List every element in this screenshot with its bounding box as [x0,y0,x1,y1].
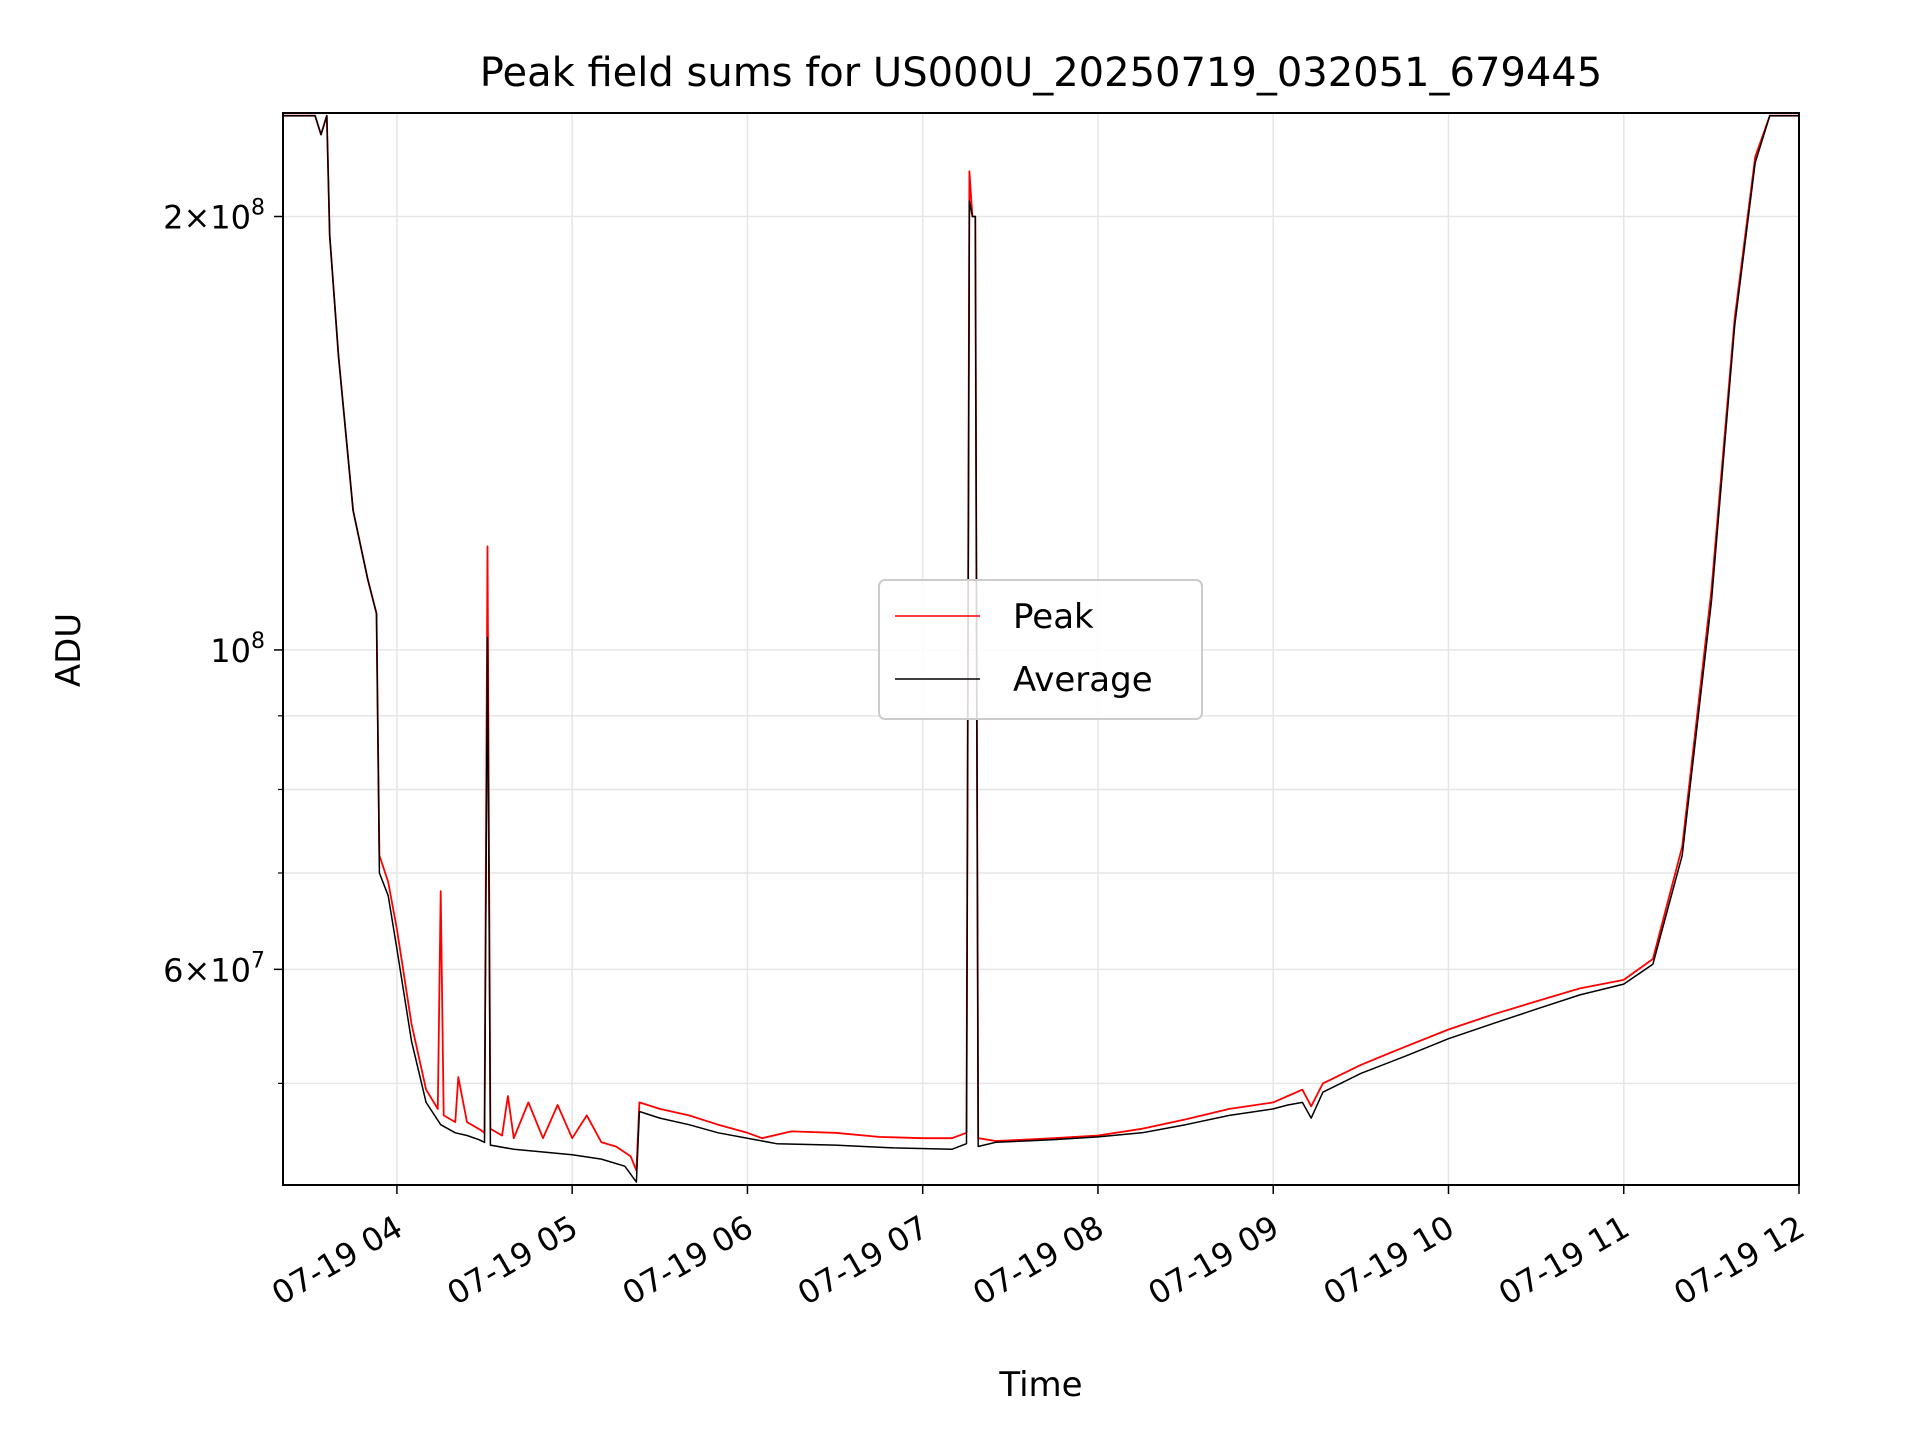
y-tick-label: 108 [210,629,265,670]
legend-box [878,579,1203,720]
y-tick-label: 2×108 [163,195,265,236]
x-axis-label: Time [998,1365,1082,1405]
y-axis: 2×108 108 6×107 [163,195,283,1084]
y-axis-label: ADU [49,613,89,687]
chart-title: Peak field sums for US000U_20250719_0320… [480,50,1602,96]
plot-frame [282,112,1800,1186]
y-tick-label: 6×107 [163,948,265,989]
series-layer [283,114,1799,1183]
legend-label-average: Average [1013,660,1153,700]
series-line-peak [283,114,1799,1172]
series-line-average [283,114,1799,1183]
legend: Peak Average [878,579,1203,720]
legend-label-peak: Peak [1013,597,1094,637]
